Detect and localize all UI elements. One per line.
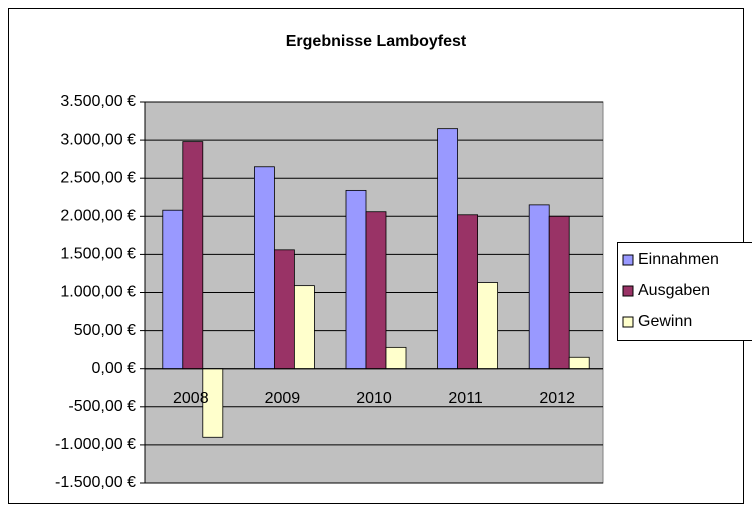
- y-tick-label: 2.500,00 €: [60, 169, 136, 186]
- y-tick-label: -1.500,00 €: [55, 474, 136, 491]
- legend-label: Ausgaben: [638, 282, 710, 299]
- legend: [617, 242, 752, 341]
- x-tick-label: 2011: [448, 390, 483, 407]
- bar: [385, 346, 407, 370]
- y-tick-label: 1.000,00 €: [60, 284, 136, 301]
- y-tick-label: 500,00 €: [74, 322, 136, 339]
- y-tick-label: 2.000,00 €: [60, 208, 136, 225]
- x-tick-label: 2012: [539, 390, 575, 407]
- x-tick-label: 2009: [265, 390, 301, 407]
- x-tick-label: 2008: [173, 390, 209, 407]
- bar: [365, 211, 387, 370]
- y-tick-label: 0,00 €: [92, 360, 137, 377]
- bar: [293, 285, 315, 370]
- legend-swatch: [622, 254, 634, 266]
- bar: [568, 356, 590, 370]
- bar: [477, 282, 499, 370]
- y-tick-label: 1.500,00 €: [60, 246, 136, 263]
- bar: [437, 128, 459, 370]
- bar: [457, 214, 479, 370]
- legend-swatch: [622, 316, 634, 328]
- bar: [273, 249, 295, 370]
- bar: [345, 189, 367, 370]
- bar: [548, 215, 570, 370]
- bar: [182, 141, 204, 370]
- bar: [528, 204, 550, 370]
- legend-label: Gewinn: [638, 313, 692, 330]
- bar: [162, 209, 184, 370]
- legend-label: Einnahmen: [638, 251, 719, 268]
- y-tick-label: -500,00 €: [68, 398, 136, 415]
- chart-title: Ergebnisse Lamboyfest: [286, 33, 467, 50]
- y-tick-label: 3.500,00 €: [60, 93, 136, 110]
- x-tick-label: 2010: [356, 390, 392, 407]
- y-tick-label: -1.000,00 €: [55, 436, 136, 453]
- y-tick-label: 3.000,00 €: [60, 131, 136, 148]
- bar: [253, 166, 275, 370]
- legend-swatch: [622, 285, 634, 297]
